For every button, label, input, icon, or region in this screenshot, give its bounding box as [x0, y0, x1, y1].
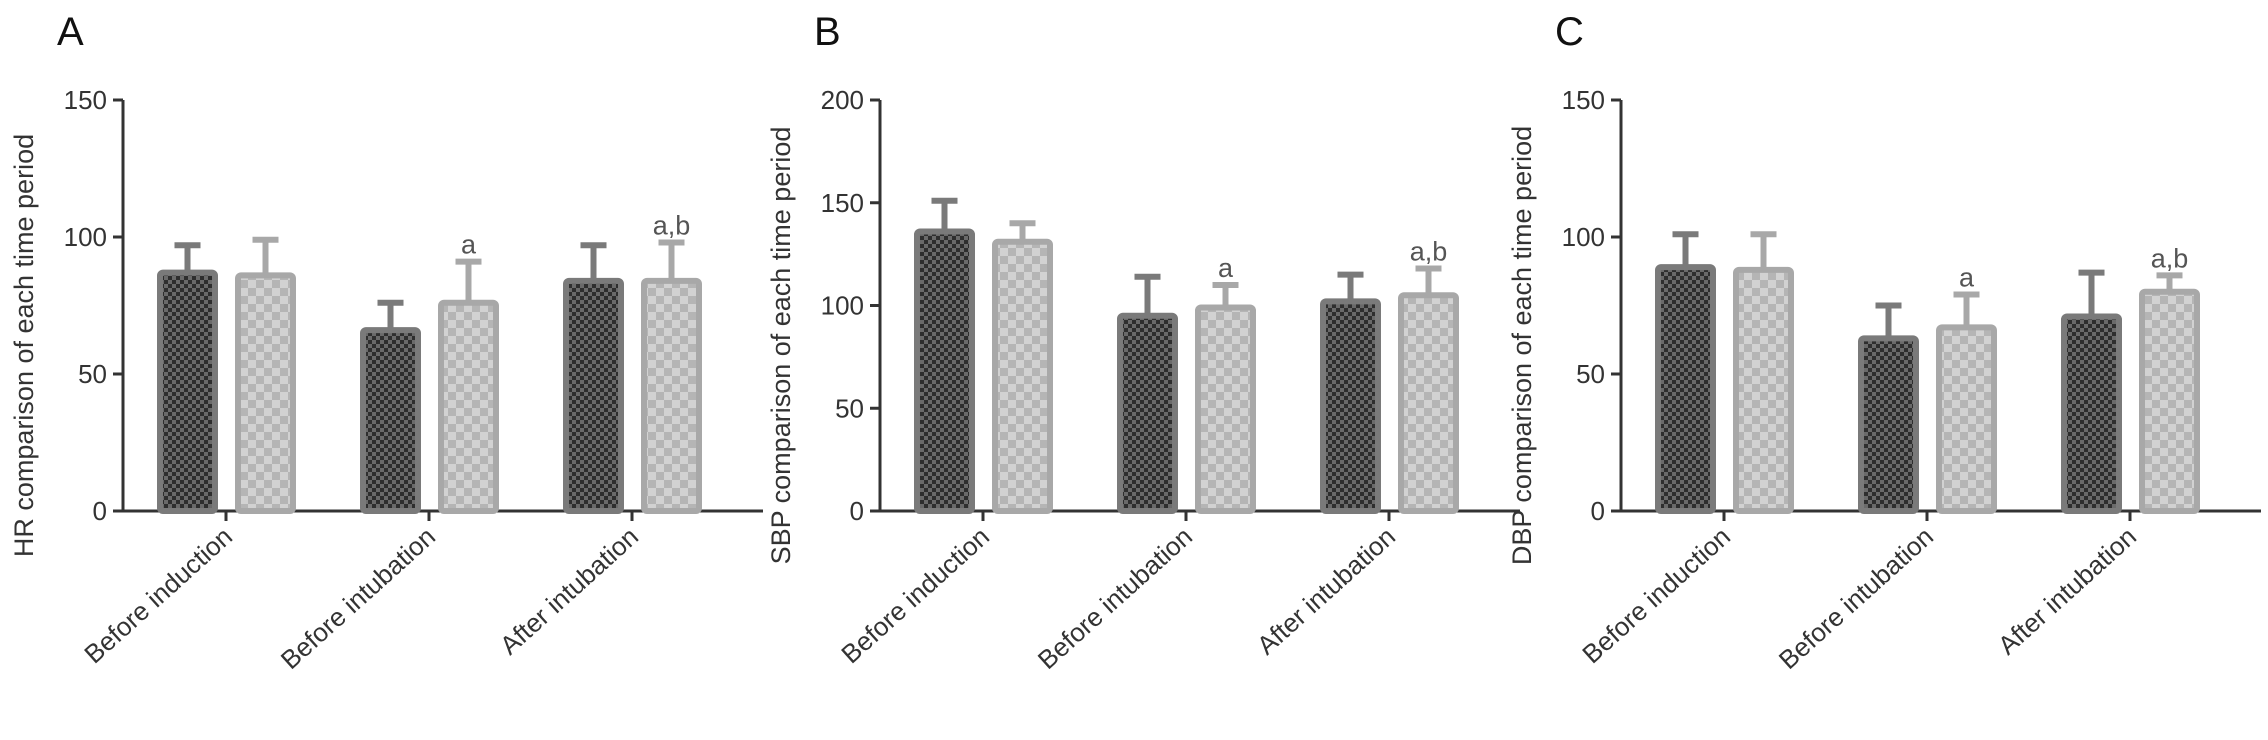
y-axis-label: SBP comparison of each time period — [766, 127, 796, 565]
x-tick-label: Before induction — [1576, 521, 1736, 669]
bar-light — [235, 272, 296, 514]
x-tick-label: Before intubation — [275, 521, 441, 675]
x-tick-label: Before intubation — [1773, 521, 1939, 675]
x-tick-label: After intubation — [494, 521, 644, 660]
significance-label: a — [1218, 253, 1234, 283]
y-tick-label: 0 — [1591, 496, 1605, 526]
panel-label: B — [814, 10, 841, 54]
significance-label: a — [1959, 263, 1975, 293]
bar-dark — [1320, 298, 1381, 515]
bar-dark — [563, 277, 624, 514]
y-tick-label: 100 — [1562, 222, 1605, 252]
bar-dark — [1117, 312, 1178, 514]
y-tick-label: 0 — [850, 496, 864, 526]
x-tick-label: Before induction — [835, 521, 995, 669]
x-tick-label: Before intubation — [1032, 521, 1198, 675]
significance-label: a — [461, 230, 477, 260]
x-tick-label: After intubation — [1251, 521, 1401, 660]
x-tick-label: Before induction — [78, 521, 238, 669]
y-tick-label: 150 — [821, 188, 864, 218]
y-tick-label: 0 — [93, 496, 107, 526]
x-tick-label: After intubation — [1992, 521, 2142, 660]
y-tick-label: 50 — [1576, 359, 1605, 389]
y-tick-label: 100 — [64, 222, 107, 252]
bar-dark — [914, 228, 975, 515]
bar-light — [1398, 292, 1459, 514]
significance-label: a,b — [653, 210, 691, 240]
bar-light — [1195, 304, 1256, 514]
bar-light — [1733, 266, 1794, 514]
bar-light — [438, 299, 499, 515]
bar-light — [992, 238, 1053, 514]
y-tick-label: 150 — [64, 85, 107, 115]
bar-dark — [2061, 313, 2122, 514]
y-tick-label: 100 — [821, 291, 864, 321]
y-tick-label: 150 — [1562, 85, 1605, 115]
bar-dark — [1858, 335, 1919, 514]
bar-light — [1936, 324, 1997, 515]
y-tick-label: 200 — [821, 85, 864, 115]
panel-c: C DBP comparison of each time period 0 50 10… — [1507, 10, 2261, 675]
bar-dark — [157, 269, 218, 514]
significance-label: a,b — [1410, 237, 1448, 267]
y-tick-label: 50 — [835, 393, 864, 423]
panel-b: B SBP comparison of each time period 0 50 10… — [766, 10, 1520, 675]
bar-light — [641, 277, 702, 514]
bar-dark — [360, 327, 421, 514]
panel-label: A — [57, 10, 84, 54]
significance-label: a,b — [2151, 243, 2189, 273]
bar-dark — [1655, 264, 1716, 515]
panel-label: C — [1555, 10, 1584, 54]
y-tick-label: 50 — [78, 359, 107, 389]
panel-a: A HR comparison of each time period 0 50 100… — [9, 10, 763, 675]
bar-light — [2139, 288, 2200, 514]
y-axis-label: DBP comparison of each time period — [1507, 126, 1537, 565]
y-axis-label: HR comparison of each time period — [9, 134, 39, 557]
